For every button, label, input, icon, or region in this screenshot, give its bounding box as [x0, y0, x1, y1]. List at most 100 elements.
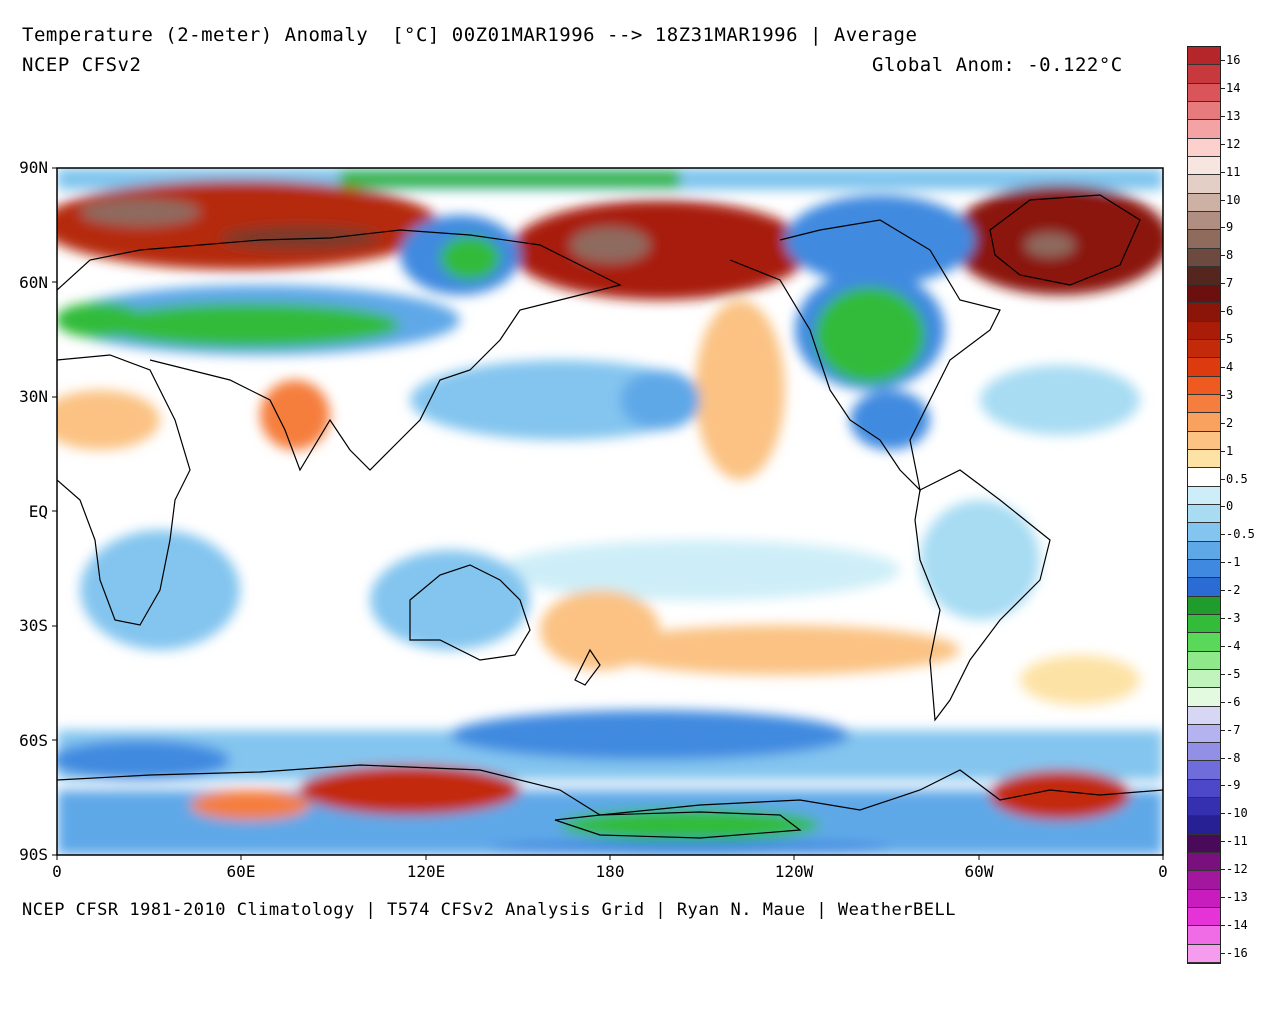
lon-label: 60E [226, 862, 256, 881]
colorbar-swatch [1188, 834, 1220, 854]
colorbar-swatch [1188, 578, 1220, 597]
colorbar-swatch [1188, 211, 1220, 231]
colorbar [1187, 46, 1221, 964]
colorbar-swatch [1188, 853, 1220, 872]
colorbar-tick [1220, 227, 1225, 229]
colorbar-label: -0.5 [1226, 527, 1255, 542]
colorbar-swatch [1188, 358, 1220, 377]
colorbar-label: 6 [1226, 304, 1234, 319]
lon-label: 120W [774, 862, 814, 881]
colorbar-swatch [1188, 230, 1220, 249]
colorbar-tick [1220, 115, 1225, 117]
colorbar-label: 4 [1226, 359, 1234, 374]
colorbar-tick [1220, 366, 1225, 368]
colorbar-swatch [1188, 303, 1220, 322]
colorbar-tick [1220, 143, 1225, 145]
global-anomaly: Global Anom: -0.122°C [872, 54, 1123, 76]
colorbar-label: -12 [1226, 862, 1248, 877]
colorbar-swatch [1188, 120, 1220, 139]
colorbar-swatch [1188, 156, 1220, 176]
colorbar-swatch [1188, 779, 1220, 799]
colorbar-swatch [1188, 285, 1220, 304]
colorbar-tick [1220, 199, 1225, 201]
colorbar-label: -8 [1226, 750, 1241, 765]
colorbar-tick [1220, 924, 1225, 926]
colorbar-tick [1220, 952, 1225, 954]
colorbar-swatch [1188, 175, 1220, 194]
colorbar-tick [1220, 394, 1225, 396]
axis-ticks [52, 167, 1164, 860]
map-title: Temperature (2-meter) Anomaly [°C] 00Z01… [22, 24, 918, 46]
colorbar-tick [1220, 673, 1225, 675]
colorbar-swatch [1188, 706, 1220, 725]
colorbar-swatch [1188, 559, 1220, 579]
colorbar-swatch [1188, 541, 1220, 560]
colorbar-label: -6 [1226, 694, 1241, 709]
colorbar-swatch [1188, 669, 1220, 689]
colorbar-label: -11 [1226, 834, 1248, 849]
lat-label: EQ [28, 502, 48, 521]
colorbar-label: -2 [1226, 583, 1241, 598]
colorbar-label: 0 [1226, 499, 1234, 514]
colorbar-swatch [1188, 871, 1220, 890]
colorbar-tick [1220, 701, 1225, 703]
colorbar-label: -1 [1226, 555, 1241, 570]
colorbar-tick [1220, 60, 1225, 61]
colorbar-swatch [1188, 83, 1220, 102]
colorbar-label: -4 [1226, 638, 1241, 653]
colorbar-label: 11 [1226, 164, 1241, 179]
colorbar-swatch [1188, 340, 1220, 359]
colorbar-tick [1220, 562, 1225, 564]
lon-label: 0 [52, 862, 62, 881]
colorbar-tick [1220, 450, 1225, 452]
colorbar-label: 0.5 [1226, 471, 1248, 486]
colorbar-label: 1 [1226, 443, 1234, 458]
lon-label: 0 [1158, 862, 1168, 881]
colorbar-label: 9 [1226, 220, 1234, 235]
colorbar-swatch [1188, 944, 1220, 963]
colorbar-tick [1220, 339, 1225, 340]
colorbar-swatch [1188, 321, 1220, 341]
colorbar-label: 10 [1226, 192, 1241, 207]
colorbar-label: -10 [1226, 806, 1248, 821]
colorbar-tick [1220, 311, 1225, 313]
colorbar-label: 14 [1226, 80, 1241, 95]
lon-label: 120E [406, 862, 446, 881]
colorbar-tick [1220, 506, 1225, 508]
colorbar-swatch [1188, 596, 1220, 615]
colorbar-swatch [1188, 248, 1220, 267]
colorbar-tick [1220, 869, 1225, 871]
lon-label: 60W [964, 862, 994, 881]
colorbar-tick [1220, 841, 1225, 843]
colorbar-swatch [1188, 101, 1220, 121]
colorbar-tick [1220, 422, 1225, 424]
colorbar-label: -7 [1226, 722, 1241, 737]
colorbar-swatch [1188, 798, 1220, 817]
colorbar-swatch [1188, 193, 1220, 212]
colorbar-swatch [1188, 505, 1220, 524]
colorbar-label: 12 [1226, 136, 1241, 151]
colorbar-swatch [1188, 908, 1220, 927]
model-name: NCEP CFSv2 [22, 54, 142, 76]
colorbar-tick [1220, 255, 1225, 257]
anomaly-field [57, 168, 1163, 855]
colorbar-label: -9 [1226, 778, 1241, 793]
colorbar-tick [1220, 283, 1225, 285]
colorbar-swatch [1188, 651, 1220, 670]
colorbar-tick [1220, 785, 1225, 787]
colorbar-swatch [1188, 486, 1220, 505]
colorbar-tick [1220, 757, 1225, 759]
colorbar-swatch [1188, 926, 1220, 945]
colorbar-swatch [1188, 688, 1220, 707]
colorbar-tick [1220, 87, 1225, 89]
lon-label: 180 [595, 862, 625, 881]
colorbar-label: 13 [1226, 108, 1241, 123]
colorbar-swatch [1188, 413, 1220, 432]
lat-label: 30N [19, 387, 48, 406]
colorbar-swatch [1188, 743, 1220, 762]
colorbar-swatch [1188, 523, 1220, 542]
colorbar-label: 5 [1226, 332, 1234, 346]
colorbar-label: -5 [1226, 666, 1241, 681]
colorbar-tick [1220, 897, 1225, 898]
